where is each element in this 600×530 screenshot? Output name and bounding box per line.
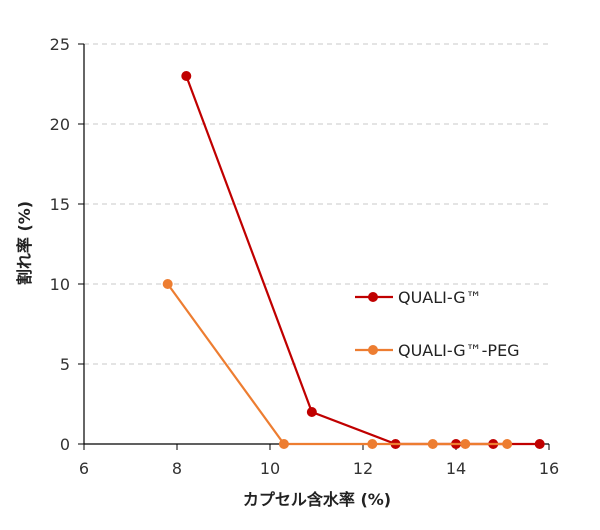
y-tick-label: 5 — [60, 355, 70, 374]
legend: QUALI-G™ QUALI-G™-PEG — [355, 288, 520, 360]
legend-marker — [368, 345, 378, 355]
series-line — [166, 283, 508, 446]
data-point — [181, 71, 192, 81]
legend-marker — [368, 292, 378, 302]
series-line — [185, 75, 540, 446]
x-tick-label: 10 — [260, 459, 280, 478]
y-axis-title: 割れ率 (%) — [15, 201, 34, 285]
x-tick-label: 14 — [446, 459, 466, 478]
data-point — [427, 439, 438, 449]
data-point — [367, 439, 378, 449]
data-point — [278, 439, 289, 449]
data-point — [502, 439, 513, 449]
axes — [78, 43, 550, 450]
x-tick-labels: 6 8 10 12 14 16 — [79, 459, 559, 478]
legend-label: QUALI-G™-PEG — [398, 341, 520, 360]
data-point — [306, 407, 317, 417]
y-tick-label: 15 — [50, 195, 70, 214]
legend-label: QUALI-G™ — [398, 288, 482, 307]
legend-entry-1: QUALI-G™ — [355, 288, 482, 307]
y-tick-labels: 0 5 10 15 20 25 — [50, 35, 70, 454]
y-tick-label: 10 — [50, 275, 70, 294]
data-point — [460, 439, 471, 449]
x-tick-label: 8 — [172, 459, 182, 478]
x-tick-label: 16 — [539, 459, 559, 478]
series-1 — [181, 71, 545, 449]
x-tick-label: 6 — [79, 459, 89, 478]
series-2 — [162, 279, 513, 449]
y-tick-label: 25 — [50, 35, 70, 54]
series-layer — [162, 71, 545, 449]
y-tick-label: 20 — [50, 115, 70, 134]
x-tick-label: 12 — [353, 459, 373, 478]
data-point — [534, 439, 545, 449]
data-point — [162, 279, 173, 289]
legend-entry-2: QUALI-G™-PEG — [355, 341, 520, 360]
y-tick-label: 0 — [60, 435, 70, 454]
grid-lines — [84, 43, 549, 365]
x-axis-title: カプセル含水率 (%) — [243, 490, 391, 509]
